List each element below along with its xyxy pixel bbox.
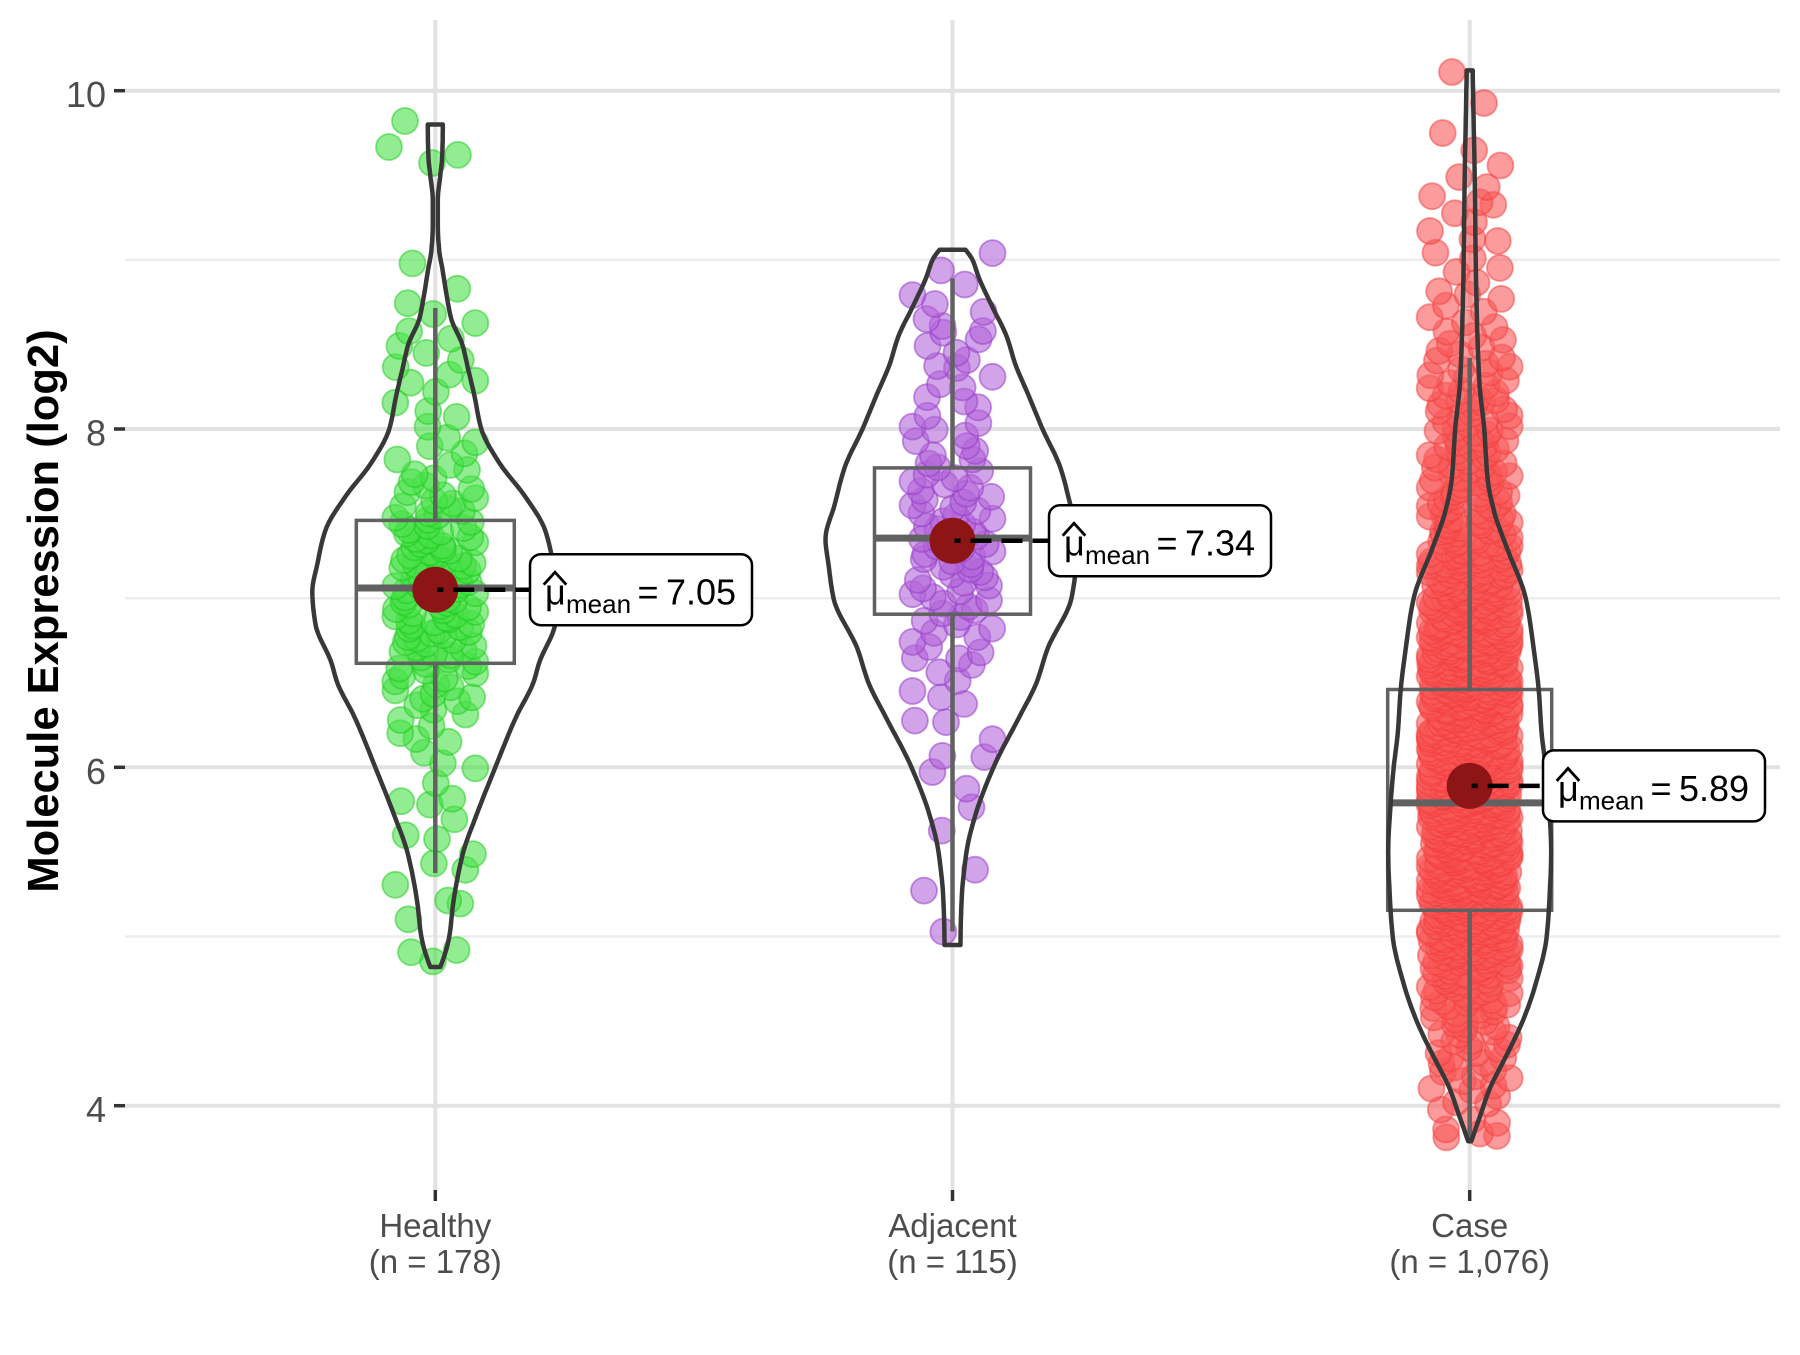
svg-text:7.05: 7.05 — [666, 572, 736, 613]
svg-text:8: 8 — [86, 413, 106, 454]
svg-text:Molecule Expression (log2): Molecule Expression (log2) — [20, 329, 68, 892]
svg-text:Case: Case — [1431, 1207, 1508, 1244]
svg-text:mean: mean — [1579, 785, 1644, 815]
svg-text:7.34: 7.34 — [1185, 523, 1255, 564]
svg-text:6: 6 — [86, 751, 106, 792]
svg-text:μ: μ — [1558, 768, 1579, 809]
svg-text:(n = 178): (n = 178) — [369, 1243, 502, 1280]
svg-text:mean: mean — [1085, 540, 1150, 570]
svg-text:5.89: 5.89 — [1679, 768, 1749, 809]
svg-text:4: 4 — [86, 1089, 106, 1130]
svg-text:μ: μ — [1064, 523, 1085, 564]
svg-text:=: = — [1157, 523, 1178, 564]
svg-text:(n = 115): (n = 115) — [887, 1243, 1018, 1280]
svg-text:=: = — [1651, 768, 1672, 809]
svg-text:=: = — [638, 572, 659, 613]
svg-text:mean: mean — [566, 589, 631, 619]
svg-text:Adjacent: Adjacent — [888, 1207, 1016, 1244]
svg-text:10: 10 — [66, 74, 106, 115]
svg-text:μ: μ — [545, 572, 566, 613]
svg-text:Healthy: Healthy — [379, 1207, 491, 1244]
svg-text:(n = 1,076): (n = 1,076) — [1389, 1243, 1550, 1280]
